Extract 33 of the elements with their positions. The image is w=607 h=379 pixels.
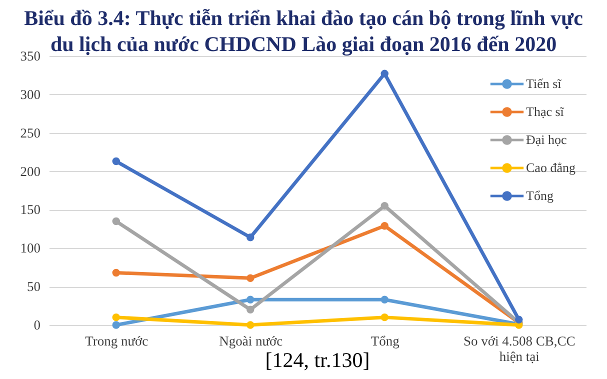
y-tick-label: 200 [20, 164, 41, 179]
point [246, 274, 254, 282]
y-tick-label: 50 [27, 279, 41, 294]
point [380, 222, 388, 230]
legend-label: Cao đẳng [526, 160, 576, 175]
x-tick-label: So với 4.508 CB,CC hiện tại [463, 334, 576, 364]
point [246, 234, 254, 242]
x-tick-label: Ngoài nước [219, 334, 283, 348]
point [246, 296, 254, 304]
x-tick-label: Tổng [370, 334, 400, 348]
legend-label: Tiến sĩ [526, 76, 562, 91]
point [246, 306, 254, 314]
point [246, 321, 254, 329]
point [112, 157, 120, 166]
legend-label: Thạc sĩ [526, 104, 564, 119]
text: [124, tr.130] [265, 348, 370, 372]
point [515, 316, 523, 324]
point [112, 268, 120, 277]
point [112, 313, 120, 322]
legend-label: Tổng [526, 188, 554, 203]
legend-label: Đại học [526, 132, 568, 147]
y-tick-label: 100 [20, 240, 41, 256]
point [112, 217, 120, 226]
y-tick-label: 250 [20, 125, 41, 140]
point [380, 313, 388, 322]
y-tick-label: 0 [34, 318, 41, 332]
y-tick-label: 300 [20, 86, 41, 102]
point [380, 202, 388, 210]
point [380, 70, 388, 78]
y-tick-label: 150 [20, 202, 41, 218]
point [112, 321, 120, 329]
point [380, 296, 388, 304]
x-tick-label: Trong nước [85, 334, 148, 348]
